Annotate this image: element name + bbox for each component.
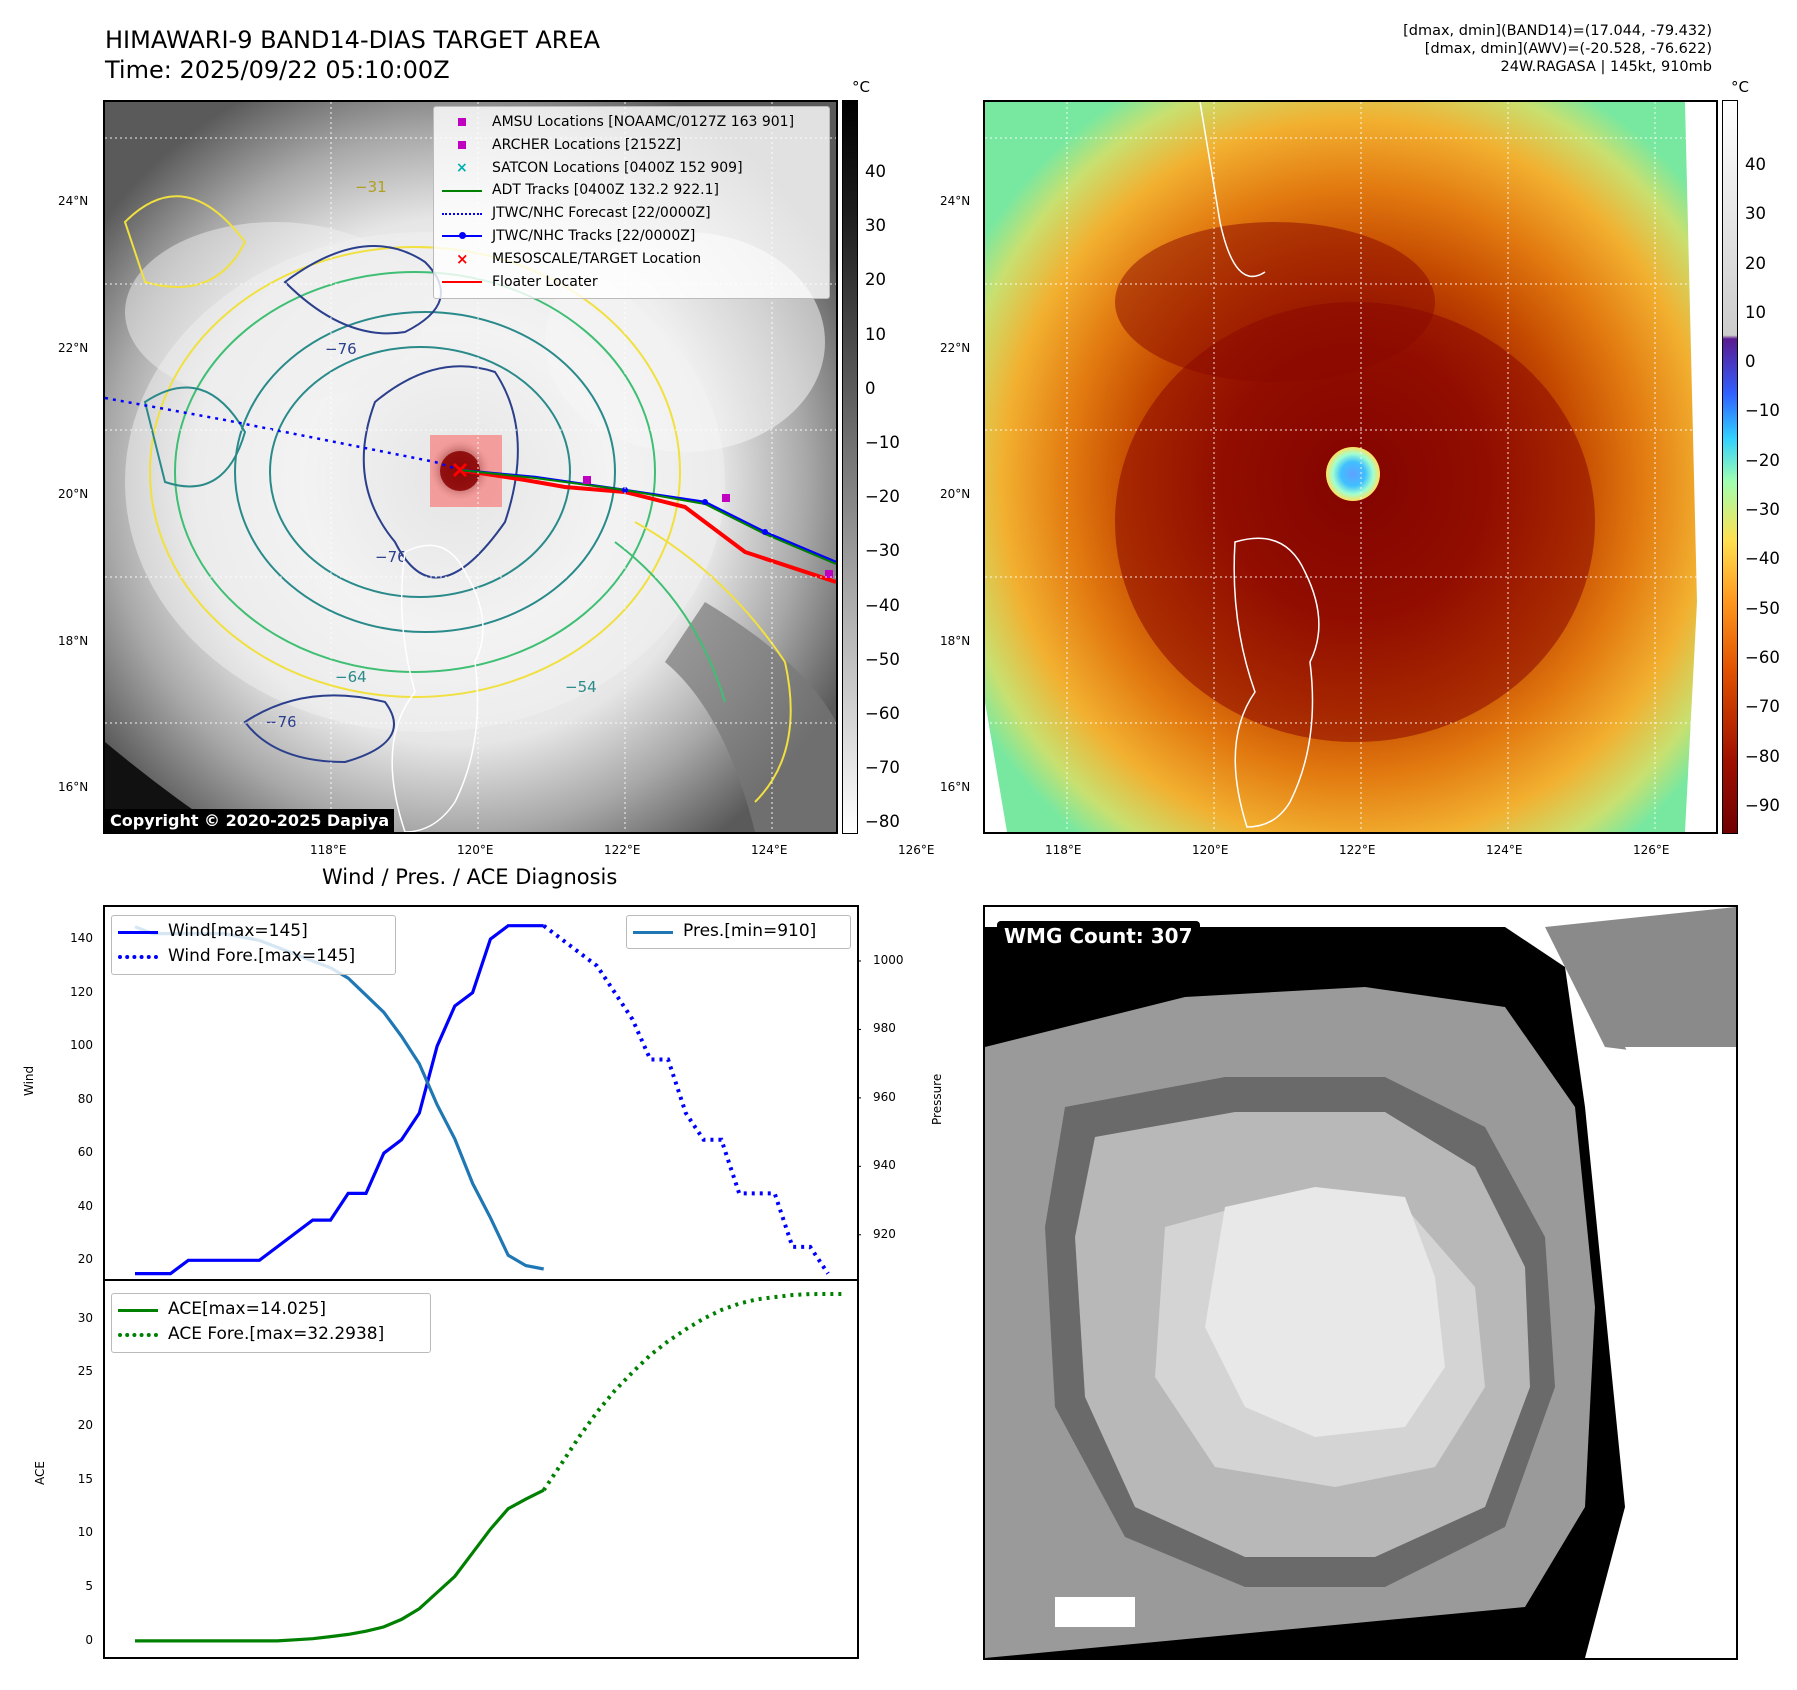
awv-map-image — [985, 102, 1716, 832]
page-subtitle-time: Time: 2025/09/22 05:10:00Z — [105, 56, 450, 84]
ace-ylabel: ACE — [33, 1461, 47, 1485]
ace-tick-label: 20 — [77, 1418, 93, 1433]
awv-stats: [dmax, dmin](AWV)=(-20.528, -76.622) — [1424, 41, 1712, 57]
pres-tick-label: 940 — [873, 1158, 896, 1173]
wind-series — [135, 924, 544, 1276]
ace-series — [135, 1488, 545, 1643]
awv-colorbar — [1722, 100, 1738, 834]
wind-tick-label: 40 — [77, 1198, 93, 1213]
contour-label-54: −54 — [565, 678, 597, 696]
pres-tick-label: 920 — [873, 1226, 896, 1241]
diag-title: Wind / Pres. / ACE Diagnosis — [322, 865, 618, 889]
pres-legend-label: Pres.[min=910] — [683, 921, 817, 941]
contour-label-64: −64 — [335, 668, 367, 686]
ace-tick-label: 0 — [85, 1632, 93, 1647]
wind-ylabel: Wind — [22, 1065, 36, 1096]
wind-legend-label: Wind[max=145] — [168, 921, 308, 941]
diag-chart: Wind[max=145] Wind Fore.[max=145] Pres.[… — [70, 905, 904, 1664]
stats-header: [dmax, dmin](BAND14)=(17.044, -79.432) [… — [1403, 22, 1712, 76]
ace-tick-label: 5 — [85, 1579, 93, 1594]
pres-legend: Pres.[min=910] — [626, 915, 851, 949]
ace-forecast-series — [542, 1292, 846, 1492]
band14-colorbar — [842, 100, 858, 834]
wind-tick-label: 80 — [77, 1091, 93, 1106]
wind-forecast-series — [542, 924, 830, 1275]
band14-stats: [dmax, dmin](BAND14)=(17.044, -79.432) — [1403, 23, 1712, 39]
wind-tick-label: 100 — [70, 1038, 93, 1053]
copyright-badge: Copyright © 2020-2025 Dapiya — [105, 809, 395, 832]
legend-archer: ARCHER Locations [2152Z] — [442, 134, 821, 157]
left-map-lat-labels: 24°N 22°N 20°N 18°N 16°N — [58, 194, 89, 794]
wind-fore-legend-label: Wind Fore.[max=145] — [168, 946, 356, 966]
band14-colorbar-unit: °C — [852, 78, 870, 96]
wind-tick-label: 140 — [70, 931, 93, 946]
ace-fore-legend-label: ACE Fore.[max=32.2938] — [168, 1324, 385, 1344]
legend-jtwc-tracks: JTWC/NHC Tracks [22/0000Z] — [442, 225, 821, 248]
legend-amsu: AMSU Locations [NOAAMC/0127Z 163 901] — [442, 111, 821, 134]
legend-floater: Floater Locater — [442, 271, 821, 294]
ace-plot-frame — [103, 1279, 859, 1659]
pres-ylabel: Pressure — [930, 1073, 944, 1125]
band14-colorbar-ticks: 40 30 20 10 0 −10 −20 −30 −40 −50 −60 −70 −80 — [865, 162, 900, 832]
pres-tick-label: 1000 — [873, 952, 904, 967]
track-legend: AMSU Locations [NOAAMC/0127Z 163 901] AR… — [433, 106, 830, 299]
awv-colorbar-unit: °C — [1731, 78, 1749, 96]
wind-tick-label: 20 — [77, 1252, 93, 1267]
ace-tick-label: 15 — [77, 1471, 93, 1486]
wind-legend: Wind[max=145] Wind Fore.[max=145] — [111, 915, 396, 975]
contour-label-76b: −76 — [375, 548, 407, 566]
ace-legend-label: ACE[max=14.025] — [168, 1299, 326, 1319]
ace-tick-label: 30 — [77, 1310, 93, 1325]
ace-tick-label: 25 — [77, 1364, 93, 1379]
awv-colorbar-ticks: 40 30 20 10 0 −10 −20 −30 −40 −50 −60 −70 −80 −90 — [1745, 155, 1780, 815]
contour-label-76a: −76 — [325, 340, 357, 358]
storm-summary: 24W.RAGASA | 145kt, 910mb — [1500, 59, 1712, 75]
legend-adt: ADT Tracks [0400Z 132.2 922.1] — [442, 179, 821, 202]
band14-map: −76 −76 −76 −64 −54 −31 — [103, 100, 838, 834]
awv-map — [983, 100, 1718, 834]
contour-label-76c: −76 — [265, 713, 297, 731]
wind-tick-label: 60 — [77, 1145, 93, 1160]
wmg-panel: WMG Count: 307 — [983, 905, 1738, 1660]
pres-tick-label: 980 — [873, 1021, 896, 1036]
ace-legend: ACE[max=14.025] ACE Fore.[max=32.2938] — [111, 1293, 431, 1353]
page-title: HIMAWARI-9 BAND14-DIAS TARGET AREA — [105, 26, 601, 54]
wmg-count-badge: WMG Count: 307 — [997, 921, 1200, 951]
ace-tick-label: 10 — [77, 1525, 93, 1540]
legend-jtwc-forecast: JTWC/NHC Forecast [22/0000Z] — [442, 202, 821, 225]
legend-target: × MESOSCALE/TARGET Location — [456, 250, 702, 269]
wmg-image — [985, 907, 1736, 1658]
pres-tick-label: 960 — [873, 1089, 896, 1104]
diag-chart-svg — [98, 905, 864, 1659]
right-map-lat-labels: 24°N 22°N 20°N 18°N 16°N — [940, 194, 971, 794]
contour-label-31: −31 — [355, 178, 387, 196]
legend-satcon: × SATCON Locations [0400Z 152 909] — [456, 159, 743, 176]
wind-tick-label: 120 — [70, 984, 93, 999]
pressure-series — [134, 925, 545, 1271]
